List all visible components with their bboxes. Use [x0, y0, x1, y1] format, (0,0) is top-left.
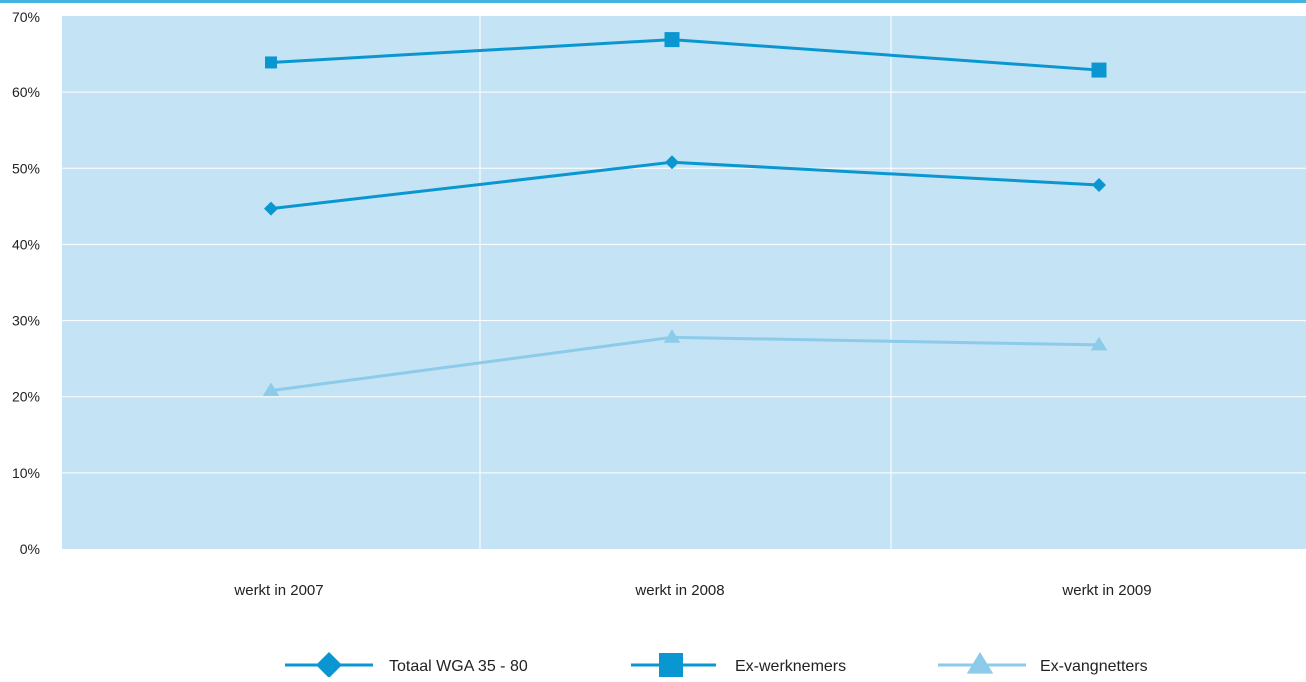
series [262, 32, 1108, 397]
legend-entry: Totaal WGA 35 - 80 [285, 652, 528, 678]
y-tick-label: 70% [12, 9, 40, 25]
data-point [1091, 62, 1107, 78]
data-point [262, 382, 280, 397]
y-tick-label: 40% [12, 236, 40, 252]
y-tick-label: 0% [20, 541, 40, 557]
data-point [663, 329, 681, 343]
y-tick-label: 20% [12, 389, 40, 405]
legend: Totaal WGA 35 - 80 Ex-werknemers Ex-vangne… [285, 652, 1148, 678]
x-tick-label: werkt in 2009 [1061, 582, 1151, 599]
gridlines [62, 16, 1306, 549]
data-point [265, 56, 277, 69]
legend-label: Totaal WGA 35 - 80 [389, 658, 528, 675]
data-point [264, 201, 278, 216]
legend-marker [659, 653, 683, 677]
legend-marker [316, 652, 342, 678]
legend-label: Ex-werknemers [735, 658, 846, 675]
series-group [264, 155, 1106, 216]
series-group [262, 329, 1108, 397]
data-point [665, 155, 679, 170]
x-axis-tick-labels: werkt in 2007 werkt in 2008 werkt in 2009 [233, 582, 1151, 599]
data-point [1092, 178, 1106, 193]
data-point [1090, 336, 1108, 351]
data-point [664, 32, 680, 48]
x-tick-label: werkt in 2007 [233, 582, 323, 599]
y-tick-label: 60% [12, 84, 40, 100]
series-group [265, 32, 1107, 78]
y-tick-label: 10% [12, 465, 40, 481]
legend-entry: Ex-werknemers [631, 653, 846, 677]
legend-label: Ex-vangnetters [1040, 658, 1148, 675]
legend-marker [966, 652, 994, 674]
y-tick-label: 30% [12, 313, 40, 329]
y-tick-label: 50% [12, 160, 40, 176]
y-axis-tick-labels: 0% 10% 20% 30% 40% 50% 60% 70% [12, 9, 40, 557]
x-tick-label: werkt in 2008 [634, 582, 724, 599]
plot-area [62, 16, 1306, 549]
legend-entry: Ex-vangnetters [938, 652, 1148, 675]
